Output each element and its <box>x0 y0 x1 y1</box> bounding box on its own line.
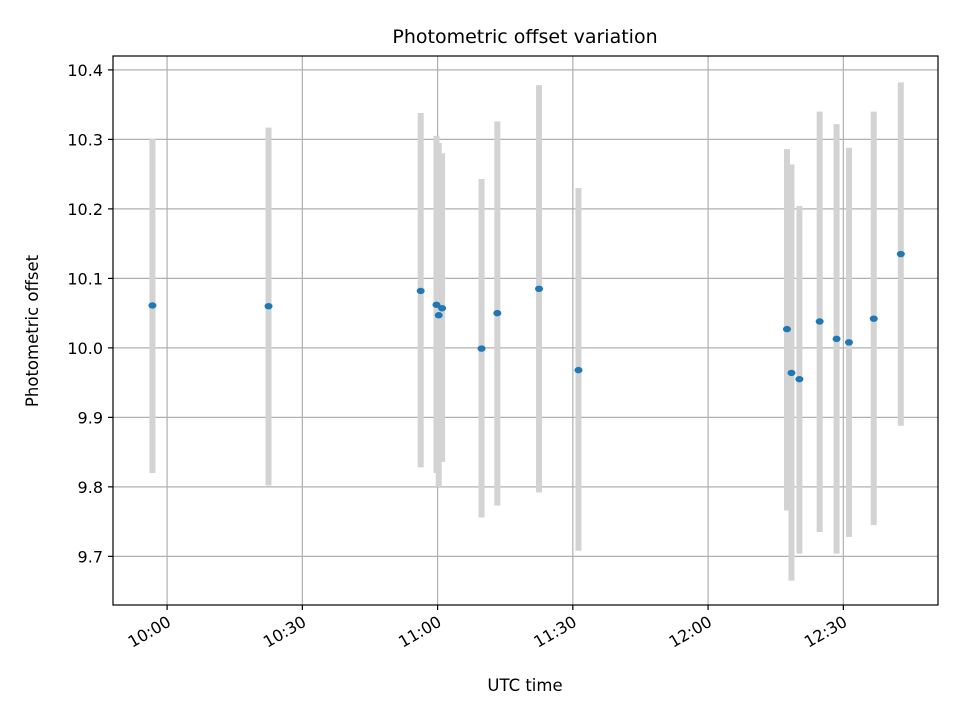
point-layer <box>148 250 905 383</box>
data-point <box>264 302 273 310</box>
y-tick-label: 10.4 <box>67 61 103 80</box>
y-tick-label: 9.8 <box>78 478 103 497</box>
y-tick-label: 10.3 <box>67 130 103 149</box>
chart-title: Photometric offset variation <box>392 26 657 48</box>
data-point <box>148 302 157 309</box>
data-point <box>477 345 486 352</box>
y-tick-label: 9.9 <box>78 408 103 427</box>
data-point <box>438 305 447 312</box>
y-axis: 9.7 9.8 9.9 10.0 10.1 10.2 10.3 10.4 <box>67 61 113 566</box>
data-point <box>782 325 791 333</box>
data-point <box>787 369 796 377</box>
data-point <box>493 309 502 317</box>
data-point <box>844 339 853 346</box>
y-tick-label: 9.7 <box>78 547 103 566</box>
y-tick-label: 10.2 <box>67 200 103 219</box>
data-point <box>815 318 824 325</box>
y-tick-label: 10.1 <box>67 269 103 288</box>
x-axis-label: UTC time <box>487 676 562 695</box>
data-point <box>432 301 441 308</box>
data-point <box>574 366 583 374</box>
data-point <box>795 375 804 383</box>
data-point <box>434 312 443 319</box>
data-point <box>896 250 905 258</box>
y-tick-label: 10.0 <box>67 339 103 358</box>
data-point <box>832 335 841 343</box>
data-point <box>416 287 425 295</box>
plot-frame <box>112 55 939 606</box>
data-point <box>869 315 878 322</box>
data-point <box>535 285 544 293</box>
y-axis-label: Photometric offset <box>23 254 42 407</box>
